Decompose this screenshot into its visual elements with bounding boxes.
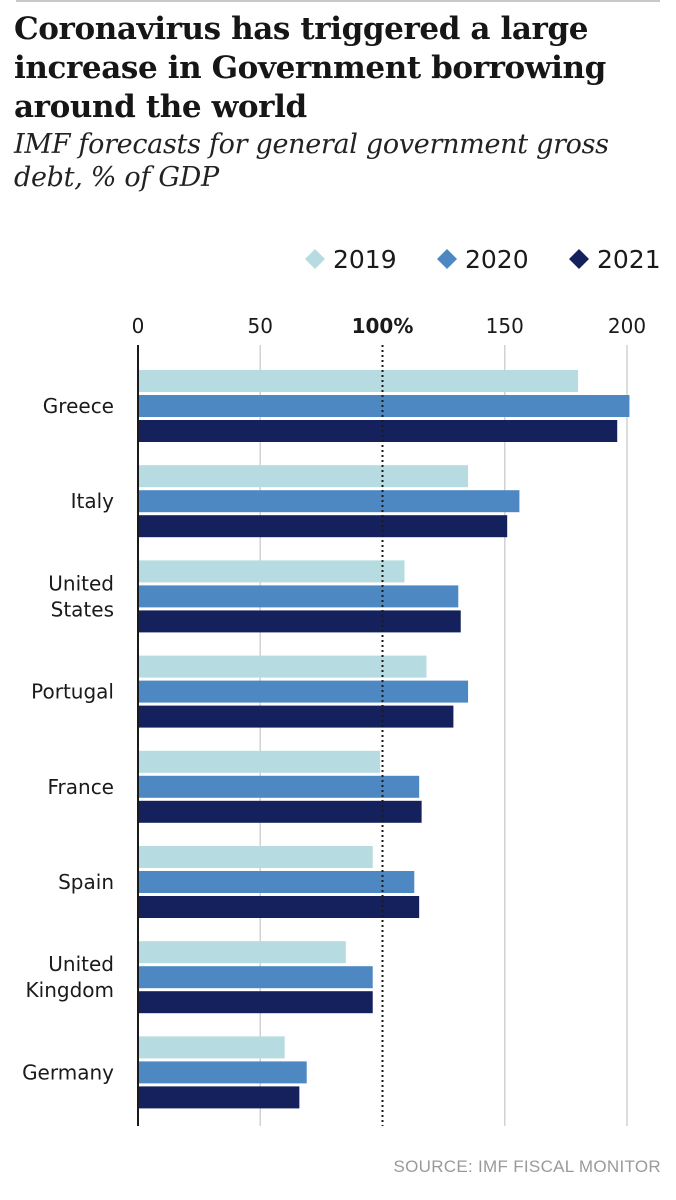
bar-spain-2021 [138,896,420,918]
tick-label-150: 150 [486,314,524,338]
bar-france-2020 [138,775,420,798]
tick-label-50: 50 [248,314,273,338]
bar-germany-2019 [138,1036,285,1059]
tick-label-0: 0 [132,314,145,338]
bar-portugal-2021 [138,705,454,728]
legend-label-2019: 2019 [333,245,397,274]
bar-greece-2020 [138,395,630,417]
bar-france-2021 [138,800,422,823]
category-label: Greece [43,394,114,418]
x-axis-ticks: 0 50 100% 150 200 [132,314,646,338]
bar-portugal-2020 [138,680,469,703]
bar-united-states-2020 [138,585,459,608]
bar-germany-2020 [138,1061,307,1084]
category-label: Germany [22,1060,114,1084]
bar-portugal-2019 [138,655,427,678]
legend-marker-2019 [305,249,325,269]
bar-italy-2020 [138,490,520,513]
bar-spain-2019 [138,846,373,868]
bar-united-kingdom-2021 [138,991,373,1014]
bar-italy-2021 [138,515,508,538]
bar-united-states-2021 [138,610,461,633]
category-labels: GreeceItalyUnitedStatesPortugalFranceSpa… [22,394,114,1084]
legend: 2019 2020 2021 [305,245,661,274]
chart-title: Coronavirus has triggered a large increa… [14,11,606,125]
legend-marker-2020 [437,249,457,269]
bar-france-2019 [138,750,381,773]
category-label: France [47,775,114,799]
category-label: United [48,571,114,595]
bar-greece-2021 [138,420,618,442]
bar-united-states-2019 [138,560,405,583]
legend-label-2020: 2020 [465,245,529,274]
bars [138,370,630,1109]
category-label: Kingdom [26,978,114,1002]
bar-united-kingdom-2019 [138,941,346,964]
tick-label-100: 100% [352,314,414,338]
chart-subtitle: IMF forecasts for general government gro… [14,129,609,193]
category-label: Italy [71,489,115,513]
bar-united-kingdom-2020 [138,966,373,989]
bar-spain-2020 [138,871,415,893]
top-rule [16,0,660,2]
legend-label-2021: 2021 [597,245,661,274]
category-label: States [51,597,114,621]
category-label: Spain [58,870,114,894]
source-note: SOURCE: IMF FISCAL MONITOR [393,1157,661,1176]
category-label: United [48,952,114,976]
legend-marker-2021 [569,249,589,269]
bar-italy-2019 [138,465,469,488]
bar-greece-2019 [138,370,579,392]
category-label: Portugal [31,680,114,704]
bar-germany-2021 [138,1086,300,1109]
tick-label-200: 200 [608,314,646,338]
